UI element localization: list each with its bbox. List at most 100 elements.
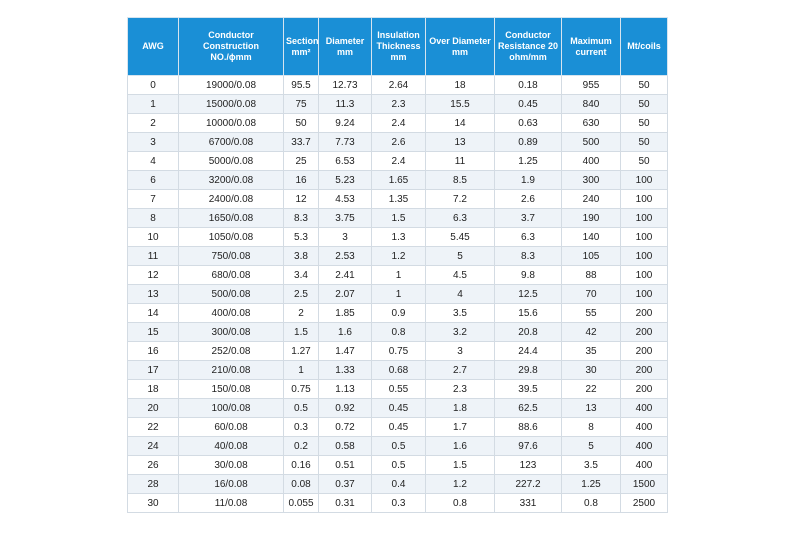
table-cell: 0.58 <box>318 436 372 456</box>
table-cell: 8.5 <box>425 170 495 190</box>
table-cell: 7 <box>127 189 179 209</box>
table-cell: 3.4 <box>283 265 319 285</box>
table-cell: 6 <box>127 170 179 190</box>
table-cell: 1.2 <box>425 474 495 494</box>
table-cell: 12 <box>283 189 319 209</box>
table-cell: 0.75 <box>283 379 319 399</box>
table-cell: 95.5 <box>283 75 319 95</box>
header-cell: Mt/coils <box>620 17 668 76</box>
table-cell: 5.3 <box>283 227 319 247</box>
table-cell: 10 <box>127 227 179 247</box>
table-cell: 15.6 <box>494 303 562 323</box>
table-cell: 2 <box>127 113 179 133</box>
header-text: NO./ϕmm <box>210 52 252 62</box>
table-cell: 9.8 <box>494 265 562 285</box>
table-cell: 1.25 <box>561 474 621 494</box>
table-cell: 3 <box>425 341 495 361</box>
table-cell: 0.75 <box>371 341 426 361</box>
header-text: mm <box>336 46 353 57</box>
table-cell: 11 <box>425 151 495 171</box>
table-cell: 39.5 <box>494 379 562 399</box>
table-body: 0 19000/0.08 95.5 12.73 2.64 18 0.18 955 50 1 1500… <box>127 75 668 513</box>
table-cell: 1.85 <box>318 303 372 323</box>
table-cell: 6.53 <box>318 151 372 171</box>
table-cell: 100 <box>620 227 668 247</box>
table-cell: 3 <box>318 227 372 247</box>
header-row: AWG Conductor Construction NO./ϕmm Section mm… <box>127 17 668 76</box>
table-cell: 30 <box>561 360 621 380</box>
table-cell: 400/0.08 <box>178 303 284 323</box>
table-row: 10 1050/0.08 5.3 3 1.3 5.45 6.3 140 100 <box>127 227 668 247</box>
table-cell: 210/0.08 <box>178 360 284 380</box>
header-text: AWG <box>142 41 164 51</box>
table-cell: 1.6 <box>318 322 372 342</box>
header-cell: Over Diameter mm <box>425 17 495 76</box>
table-row: 17 210/0.08 1 1.33 0.68 2.7 29.8 30 200 <box>127 360 668 380</box>
table-cell: 100 <box>620 284 668 304</box>
table-cell: 30 <box>127 493 179 513</box>
table-cell: 6700/0.08 <box>178 132 284 152</box>
table-cell: 11.3 <box>318 94 372 114</box>
table-cell: 50 <box>620 151 668 171</box>
table-cell: 400 <box>620 455 668 475</box>
table-cell: 0.5 <box>371 436 426 456</box>
table-cell: 5.45 <box>425 227 495 247</box>
table-cell: 100 <box>620 170 668 190</box>
table-row: 30 11/0.08 0.055 0.31 0.3 0.8 331 0.8 2500 <box>127 493 668 513</box>
table-cell: 0.8 <box>425 493 495 513</box>
table-cell: 0.45 <box>371 398 426 418</box>
header-text: mm <box>390 52 407 62</box>
table-cell: 8 <box>561 417 621 437</box>
header-text: Section <box>286 35 319 46</box>
table-cell: 1.2 <box>371 246 426 266</box>
table-cell: 3.5 <box>561 455 621 475</box>
table-cell: 6.3 <box>494 227 562 247</box>
table-cell: 2500 <box>620 493 668 513</box>
table-cell: 0.5 <box>371 455 426 475</box>
table-cell: 1.35 <box>371 189 426 209</box>
table-cell: 11 <box>127 246 179 266</box>
header-cell: Section mm² <box>283 17 319 76</box>
table-row: 18 150/0.08 0.75 1.13 0.55 2.3 39.5 22 200 <box>127 379 668 399</box>
table-cell: 55 <box>561 303 621 323</box>
header-text: Mt/coils <box>627 41 661 51</box>
table-cell: 88 <box>561 265 621 285</box>
header-text: Conductor <box>208 30 254 40</box>
table-cell: 2.6 <box>371 132 426 152</box>
table-cell: 12 <box>127 265 179 285</box>
table-cell: 15.5 <box>425 94 495 114</box>
table-cell: 15000/0.08 <box>178 94 284 114</box>
table-cell: 1.8 <box>425 398 495 418</box>
table-cell: 20 <box>127 398 179 418</box>
table-cell: 14 <box>425 113 495 133</box>
header-text: Conductor <box>505 30 551 40</box>
table-cell: 16 <box>127 341 179 361</box>
table-cell: 0.8 <box>561 493 621 513</box>
table-cell: 16/0.08 <box>178 474 284 494</box>
table-cell: 0.8 <box>371 322 426 342</box>
table-cell: 1.47 <box>318 341 372 361</box>
table-cell: 0.72 <box>318 417 372 437</box>
table-cell: 0.55 <box>371 379 426 399</box>
table-cell: 100/0.08 <box>178 398 284 418</box>
table-cell: 24 <box>127 436 179 456</box>
table-cell: 0.51 <box>318 455 372 475</box>
table-cell: 8.3 <box>283 208 319 228</box>
table-cell: 4.5 <box>425 265 495 285</box>
table-cell: 840 <box>561 94 621 114</box>
table-cell: 1 <box>371 284 426 304</box>
table-cell: 3.75 <box>318 208 372 228</box>
table-cell: 1 <box>371 265 426 285</box>
table-cell: 10000/0.08 <box>178 113 284 133</box>
table-cell: 2.3 <box>425 379 495 399</box>
table-cell: 0.9 <box>371 303 426 323</box>
table-cell: 500/0.08 <box>178 284 284 304</box>
table-cell: 2.4 <box>371 151 426 171</box>
table-cell: 0.2 <box>283 436 319 456</box>
table-row: 28 16/0.08 0.08 0.37 0.4 1.2 227.2 1.25 1500 <box>127 474 668 494</box>
table-row: 22 60/0.08 0.3 0.72 0.45 1.7 88.6 8 400 <box>127 417 668 437</box>
table-cell: 8.3 <box>494 246 562 266</box>
table-cell: 1.6 <box>425 436 495 456</box>
table-cell: 300/0.08 <box>178 322 284 342</box>
table-cell: 331 <box>494 493 562 513</box>
